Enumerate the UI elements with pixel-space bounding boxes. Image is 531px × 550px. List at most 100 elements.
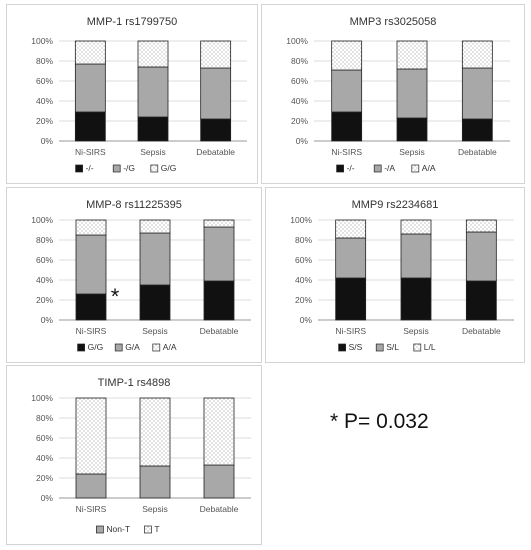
y-tick-label: 60% [36, 76, 53, 86]
chart-title: MMP-1 rs1799750 [87, 16, 178, 28]
bar-segment--/G [137, 66, 169, 118]
bar-segment--/- [137, 116, 169, 142]
legend-swatch [96, 525, 104, 534]
bar-segment--/- [461, 118, 493, 142]
y-tick-label: 0% [300, 315, 313, 325]
x-tick-label: Sepsis [142, 326, 168, 336]
legend-label: S/L [386, 342, 399, 352]
bar-segment-T [203, 397, 235, 466]
legend-label: A/A [422, 163, 436, 173]
y-tick-label: 60% [295, 255, 312, 265]
legend-label: A/A [163, 342, 177, 352]
p-value-note: * P= 0.032 [330, 410, 429, 433]
y-tick-label: 0% [296, 136, 309, 146]
x-tick-label: Debatable [458, 147, 497, 157]
x-tick-label: Debatable [200, 504, 239, 514]
legend-swatch [150, 164, 159, 173]
x-tick-label: Ni-SIRS [76, 326, 107, 336]
y-tick-label: 80% [36, 56, 53, 66]
chart-panel-mmp1: MMP-1 rs1799750 0% 20% 40% 60% 80% 100% Ni-SIRS… [6, 4, 258, 184]
significance-star: * [111, 284, 120, 309]
legend-swatch [338, 343, 346, 352]
bar-segment--/- [396, 117, 428, 142]
bar-segment-A/A [331, 40, 363, 71]
legend-label: Non-T [106, 524, 130, 534]
bar-segment-G/G [203, 280, 235, 321]
legend-swatch [336, 164, 344, 173]
chart-panel-timp1: TIMP-1 rs4898 0% 20% 40% 60% 80% 100% Ni-SIRS Se… [6, 365, 262, 545]
legend-label: -/A [384, 163, 395, 173]
x-tick-label: Ni-SIRS [331, 147, 362, 157]
chart-title: TIMP-1 rs4898 [98, 377, 171, 389]
legend-swatch [75, 164, 83, 173]
legend-swatch [114, 343, 123, 352]
legend-label: -/- [86, 163, 94, 173]
bar-segment-T [139, 397, 171, 467]
x-tick-label: Debatable [196, 147, 235, 157]
bar-segment-L/L [400, 219, 432, 235]
x-tick-label: Ni-SIRS [75, 147, 106, 157]
y-tick-label: 20% [36, 116, 53, 126]
y-tick-label: 20% [36, 473, 53, 483]
y-tick-label: 80% [291, 56, 308, 66]
bar-segment-A/A [203, 219, 235, 228]
legend-swatch [411, 164, 420, 173]
bar-segment--/A [461, 67, 493, 120]
bar-segment-L/L [465, 219, 497, 233]
stacked-bar-chart: MMP-1 rs1799750 0% 20% 40% 60% 80% 100% Ni-SIRS… [31, 16, 247, 173]
y-tick-label: 40% [295, 275, 312, 285]
bar-segment-Non-T [203, 464, 235, 499]
legend-swatch [152, 343, 161, 352]
bar-segment-G/A [203, 226, 235, 282]
y-tick-label: 80% [295, 235, 312, 245]
y-tick-label: 20% [295, 295, 312, 305]
bar-segment--/A [331, 69, 363, 113]
legend-swatch [413, 343, 422, 352]
legend-swatch [373, 164, 382, 173]
bar-segment--/A [396, 68, 428, 119]
legend-label: G/G [88, 342, 104, 352]
bar-segment-A/A [396, 40, 428, 70]
bar-segment-S/L [400, 233, 432, 279]
y-tick-label: 80% [36, 235, 53, 245]
bar-segment--/G [74, 63, 106, 113]
legend-label: -/- [347, 163, 355, 173]
bar-segment-Non-T [139, 465, 171, 499]
y-tick-label: 100% [31, 393, 53, 403]
bar-segment--/- [331, 111, 363, 142]
legend-label: T [154, 524, 159, 534]
chart-panel-mmp8: MMP-8 rs11225395 0% 20% 40% 60% 80% 100% Ni-SIR… [6, 187, 262, 363]
stacked-bar-chart: MMP-8 rs11225395 0% 20% 40% 60% 80% 100% Ni-SIR… [31, 199, 251, 352]
y-tick-label: 60% [36, 433, 53, 443]
y-tick-label: 20% [291, 116, 308, 126]
chart-panel-mmp3: MMP3 rs3025058 0% 20% 40% 60% 80% 100% Ni-SIRS S… [261, 4, 525, 184]
y-tick-label: 40% [36, 96, 53, 106]
y-tick-label: 100% [31, 36, 53, 46]
x-tick-label: Debatable [200, 326, 239, 336]
bar-segment--/G [200, 67, 232, 120]
bar-segment-S/S [335, 277, 367, 321]
bar-segment--/- [74, 111, 106, 142]
bar-segment-G/G [74, 40, 106, 65]
bar-segment-S/L [465, 231, 497, 282]
y-tick-label: 60% [36, 255, 53, 265]
y-tick-label: 100% [286, 36, 308, 46]
legend-label: S/S [349, 342, 363, 352]
bar-segment-S/L [335, 237, 367, 279]
bar-segment-S/S [465, 280, 497, 321]
stacked-bar-chart: TIMP-1 rs4898 0% 20% 40% 60% 80% 100% Ni-SIRS Se… [31, 377, 251, 534]
bar-segment-G/G [200, 40, 232, 69]
chart-title: MMP9 rs2234681 [352, 199, 439, 211]
x-tick-label: Sepsis [140, 147, 166, 157]
stacked-bar-chart: MMP9 rs2234681 0% 20% 40% 60% 80% 100% Ni-SIRS S… [290, 199, 514, 352]
legend-label: -/G [123, 163, 135, 173]
legend-label: G/G [161, 163, 177, 173]
x-tick-label: Ni-SIRS [335, 326, 366, 336]
bar-segment-G/G [139, 284, 171, 321]
y-tick-label: 40% [36, 453, 53, 463]
y-tick-label: 20% [36, 295, 53, 305]
y-tick-label: 40% [36, 275, 53, 285]
bar-segment-G/A [75, 234, 107, 295]
x-tick-label: Sepsis [142, 504, 168, 514]
bar-segment-G/G [75, 293, 107, 321]
